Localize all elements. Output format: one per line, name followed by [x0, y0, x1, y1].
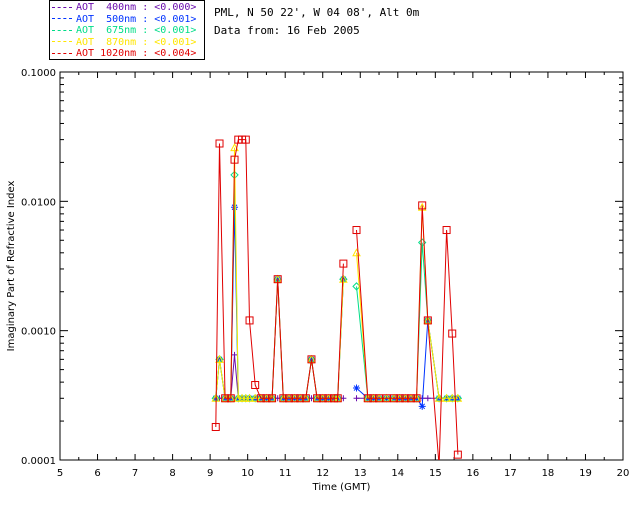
x-tick-label: 9: [207, 468, 213, 479]
series-0-point: [424, 395, 431, 402]
series-4-point: [369, 394, 378, 403]
y-tick-label: 0.0010: [21, 327, 56, 338]
series-1-point: [418, 402, 426, 410]
series-3-point: [215, 354, 224, 363]
x-tick-label: 10: [241, 468, 254, 479]
legend: AOT 400nm : <0.000> AOT 500nm : <0.001> AO…: [49, 0, 205, 60]
x-axis-title: Time (GMT): [312, 482, 371, 493]
series-4-point: [211, 422, 220, 431]
series-4-point: [423, 316, 432, 325]
series-3-point: [245, 393, 254, 402]
legend-swatch: [52, 41, 72, 43]
series-4-point: [279, 394, 288, 403]
legend-item: AOT 400nm : <0.000>: [52, 2, 196, 14]
series-4-point: [442, 226, 451, 235]
series-4-point: [307, 355, 316, 364]
series-2-point: [417, 238, 427, 247]
series-4-point: [284, 394, 293, 403]
series-4-line: [215, 139, 459, 460]
series-4-point: [418, 201, 427, 210]
series-3-point: [442, 393, 451, 402]
date-label: Data from: 16 Feb 2005: [214, 24, 360, 37]
series-1-point: [231, 203, 239, 211]
series-4-point: [448, 329, 457, 338]
x-tick-label: 12: [316, 468, 329, 479]
series-4-point: [251, 381, 260, 390]
series-3-point: [447, 393, 457, 402]
series-4-point: [382, 394, 391, 403]
series-1-point: [353, 384, 361, 392]
series-4-point: [221, 394, 230, 403]
legend-label: AOT 1020nm : <0.004>: [76, 48, 197, 60]
legend-label: AOT 870nm : <0.001>: [76, 36, 197, 48]
site-label: PML, N 50 22', W 04 08', Alt 0m: [214, 6, 420, 19]
series-4-point: [296, 394, 305, 403]
series-4-point: [395, 394, 404, 403]
x-tick-label: 11: [279, 468, 292, 479]
series-4-point: [256, 394, 265, 403]
y-axis-title: Imaginary Part of Refractive Index: [6, 181, 17, 352]
x-tick-label: 13: [354, 468, 367, 479]
legend-item: AOT 500nm : <0.001>: [52, 14, 196, 26]
legend-swatch: [52, 52, 72, 54]
series-4-point: [290, 394, 299, 403]
series-0-point: [353, 395, 360, 402]
x-tick-label: 20: [617, 468, 630, 479]
series-4-point: [245, 316, 254, 325]
y-tick-label: 0.0001: [21, 456, 56, 467]
x-tick-label: 16: [466, 468, 479, 479]
series-0-point: [231, 351, 238, 358]
legend-label: AOT 500nm : <0.001>: [76, 13, 197, 25]
x-tick-label: 7: [132, 468, 138, 479]
series-4-point: [401, 394, 410, 403]
x-tick-label: 19: [579, 468, 592, 479]
legend-label: AOT 400nm : <0.000>: [76, 2, 197, 13]
legend-swatch: [52, 18, 72, 20]
series-4-point: [352, 226, 361, 235]
series-4-point: [363, 394, 372, 403]
series-4-point: [268, 394, 277, 403]
series-4-point: [273, 275, 282, 284]
x-tick-label: 8: [169, 468, 175, 479]
series-0-line: [215, 354, 458, 399]
series-4-point: [241, 135, 250, 144]
x-tick-label: 5: [57, 468, 63, 479]
legend-item: AOT 675nm : <0.001>: [52, 25, 196, 37]
series-3-point: [230, 143, 239, 152]
series-4-point: [339, 259, 348, 268]
series-4-point: [230, 155, 239, 164]
series-3-point: [339, 274, 348, 283]
series-4-point: [215, 139, 224, 148]
legend-swatch: [52, 29, 72, 31]
legend-item: AOT 870nm : <0.001>: [52, 37, 196, 49]
x-tick-label: 14: [391, 468, 404, 479]
series-4-point: [324, 394, 333, 403]
series-4-point: [406, 394, 415, 403]
series-4-point: [453, 450, 462, 459]
y-tick-label: 0.0100: [21, 197, 56, 208]
legend-item: AOT 1020nm : <0.004>: [52, 48, 196, 60]
legend-swatch: [52, 6, 72, 8]
y-tick-label: 0.1000: [21, 68, 56, 79]
series-4-point: [412, 394, 421, 403]
series-4-point: [313, 394, 322, 403]
x-tick-label: 15: [429, 468, 442, 479]
x-tick-label: 18: [542, 468, 555, 479]
x-tick-label: 6: [94, 468, 100, 479]
series-4-point: [318, 394, 327, 403]
x-tick-label: 17: [504, 468, 517, 479]
series-4-point: [226, 394, 235, 403]
series-3-point: [453, 393, 463, 402]
series-4-point: [375, 394, 384, 403]
series-4-point: [333, 394, 342, 403]
series-4-point: [301, 394, 310, 403]
legend-label: AOT 675nm : <0.001>: [76, 25, 197, 37]
series-4-point: [390, 394, 399, 403]
series-4-point: [262, 394, 271, 403]
